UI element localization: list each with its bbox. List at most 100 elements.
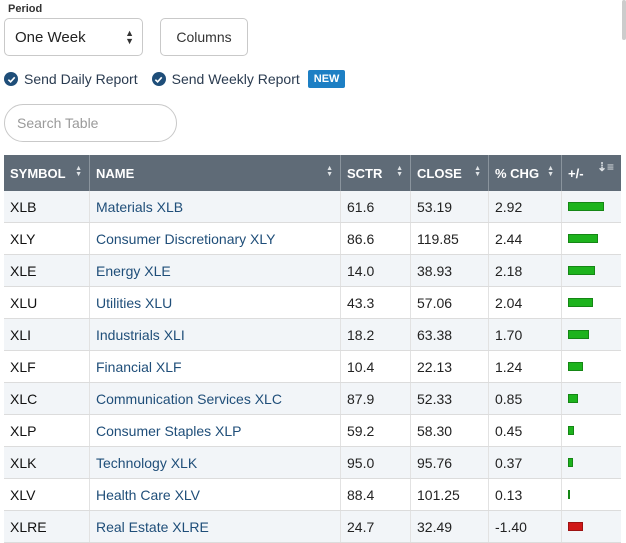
column-header-label: CLOSE [417,165,462,181]
name-link[interactable]: Real Estate XLRE [89,510,341,543]
close-cell: 52.33 [410,382,489,415]
table-row[interactable]: XLI Industrials XLI 18.2 63.38 1.70 [4,318,621,351]
daily-report-toggle[interactable]: Send Daily Report [4,71,138,87]
column-header-label: % CHG [495,165,540,181]
change-bar [568,490,570,499]
chg-cell: 0.13 [488,478,562,511]
change-bar-cell [561,350,621,383]
name-link[interactable]: Industrials XLI [89,318,341,351]
column-header-chg[interactable]: % CHG ▲ ▼ [488,155,562,191]
symbol-cell: XLP [4,414,90,447]
change-bar-cell [561,191,621,223]
table-row[interactable]: XLB Materials XLB 61.6 53.19 2.92 [4,191,621,223]
change-bar [568,458,573,467]
symbol-cell: XLK [4,446,90,479]
sctr-cell: 59.2 [340,414,411,447]
change-bar [568,202,604,211]
table-row[interactable]: XLV Health Care XLV 88.4 101.25 0.13 [4,478,621,511]
sctr-cell: 86.6 [340,222,411,255]
close-cell: 58.30 [410,414,489,447]
sctr-cell: 24.7 [340,510,411,543]
sctr-cell: 14.0 [340,254,411,287]
change-bar-cell [561,382,621,415]
daily-report-label: Send Daily Report [24,71,138,87]
symbol-cell: XLU [4,286,90,319]
period-select[interactable]: One Week ▲ ▼ [4,18,143,56]
weekly-report-toggle[interactable]: Send Weekly Report [151,71,300,87]
name-link[interactable]: Energy XLE [89,254,341,287]
scrollbar[interactable] [622,0,626,40]
column-header-name[interactable]: NAME ▲ ▼ [89,155,341,191]
chg-cell: 2.44 [488,222,562,255]
columns-button[interactable]: Columns [160,18,248,56]
change-bar-cell [561,318,621,351]
chg-cell: 2.92 [488,191,562,223]
name-link[interactable]: Communication Services XLC [89,382,341,415]
change-bar-cell [561,254,621,287]
check-icon [4,72,18,86]
column-header-symbol[interactable]: SYMBOL ▲ ▼ [4,155,90,191]
name-link[interactable]: Materials XLB [89,191,341,223]
symbol-cell: XLF [4,350,90,383]
change-bar [568,362,583,371]
change-bar-cell [561,510,621,543]
column-header-bar[interactable]: +/- ⇣≡ [561,155,621,191]
change-bar-cell [561,222,621,255]
table-row[interactable]: XLC Communication Services XLC 87.9 52.33 0.… [4,382,621,415]
symbol-cell: XLB [4,191,90,223]
chg-cell: 2.04 [488,286,562,319]
symbol-cell: XLRE [4,510,90,543]
table-header-row: SYMBOL ▲ ▼ NAME ▲ ▼ SCTR ▲ ▼ CLOSE ▲ ▼ % CHG… [4,155,621,191]
close-cell: 101.25 [410,478,489,511]
check-icon [151,72,166,86]
sector-table: SYMBOL ▲ ▼ NAME ▲ ▼ SCTR ▲ ▼ CLOSE ▲ ▼ % CHG… [4,155,621,543]
change-bar [568,298,593,307]
chg-cell: 2.18 [488,254,562,287]
change-bar [568,266,595,275]
symbol-cell: XLI [4,318,90,351]
chg-cell: 0.45 [488,414,562,447]
report-options: Send Daily Report Send Weekly Report NEW [4,70,346,88]
table-row[interactable]: XLY Consumer Discretionary XLY 86.6 119.85 2… [4,222,621,255]
column-header-label: SCTR [347,165,383,181]
sort-icon: ▲ ▼ [75,165,82,178]
close-cell: 38.93 [410,254,489,287]
name-link[interactable]: Health Care XLV [89,478,341,511]
column-header-label: +/- [568,165,584,181]
column-header-sctr[interactable]: SCTR ▲ ▼ [340,155,411,191]
select-caret-icon: ▲ ▼ [125,28,134,46]
table-row[interactable]: XLU Utilities XLU 43.3 57.06 2.04 [4,286,621,319]
sort-icon: ▲ ▼ [396,165,403,178]
name-link[interactable]: Utilities XLU [89,286,341,319]
change-bar [568,394,578,403]
table-row[interactable]: XLE Energy XLE 14.0 38.93 2.18 [4,254,621,287]
weekly-report-label: Send Weekly Report [171,71,300,87]
column-header-label: SYMBOL [10,165,66,181]
sort-icon: ▲ ▼ [474,165,481,178]
table-row[interactable]: XLRE Real Estate XLRE 24.7 32.49 -1.40 [4,510,621,543]
period-selected-value: One Week [15,28,86,46]
name-link[interactable]: Technology XLK [89,446,341,479]
table-row[interactable]: XLK Technology XLK 95.0 95.76 0.37 [4,446,621,479]
table-row[interactable]: XLF Financial XLF 10.4 22.13 1.24 [4,350,621,383]
search-input[interactable] [4,104,177,142]
new-badge: NEW [307,70,346,88]
symbol-cell: XLY [4,222,90,255]
close-cell: 32.49 [410,510,489,543]
close-cell: 57.06 [410,286,489,319]
name-link[interactable]: Financial XLF [89,350,341,383]
sctr-cell: 10.4 [340,350,411,383]
name-link[interactable]: Consumer Discretionary XLY [89,222,341,255]
change-bar [568,522,583,531]
name-link[interactable]: Consumer Staples XLP [89,414,341,447]
column-header-close[interactable]: CLOSE ▲ ▼ [410,155,489,191]
chg-cell: 1.70 [488,318,562,351]
chg-cell: 1.24 [488,350,562,383]
change-bar-cell [561,446,621,479]
sort-descending-icon: ⇣≡ [596,160,614,174]
table-row[interactable]: XLP Consumer Staples XLP 59.2 58.30 0.45 [4,414,621,447]
sctr-cell: 95.0 [340,446,411,479]
close-cell: 119.85 [410,222,489,255]
chg-cell: 0.37 [488,446,562,479]
change-bar [568,330,589,339]
